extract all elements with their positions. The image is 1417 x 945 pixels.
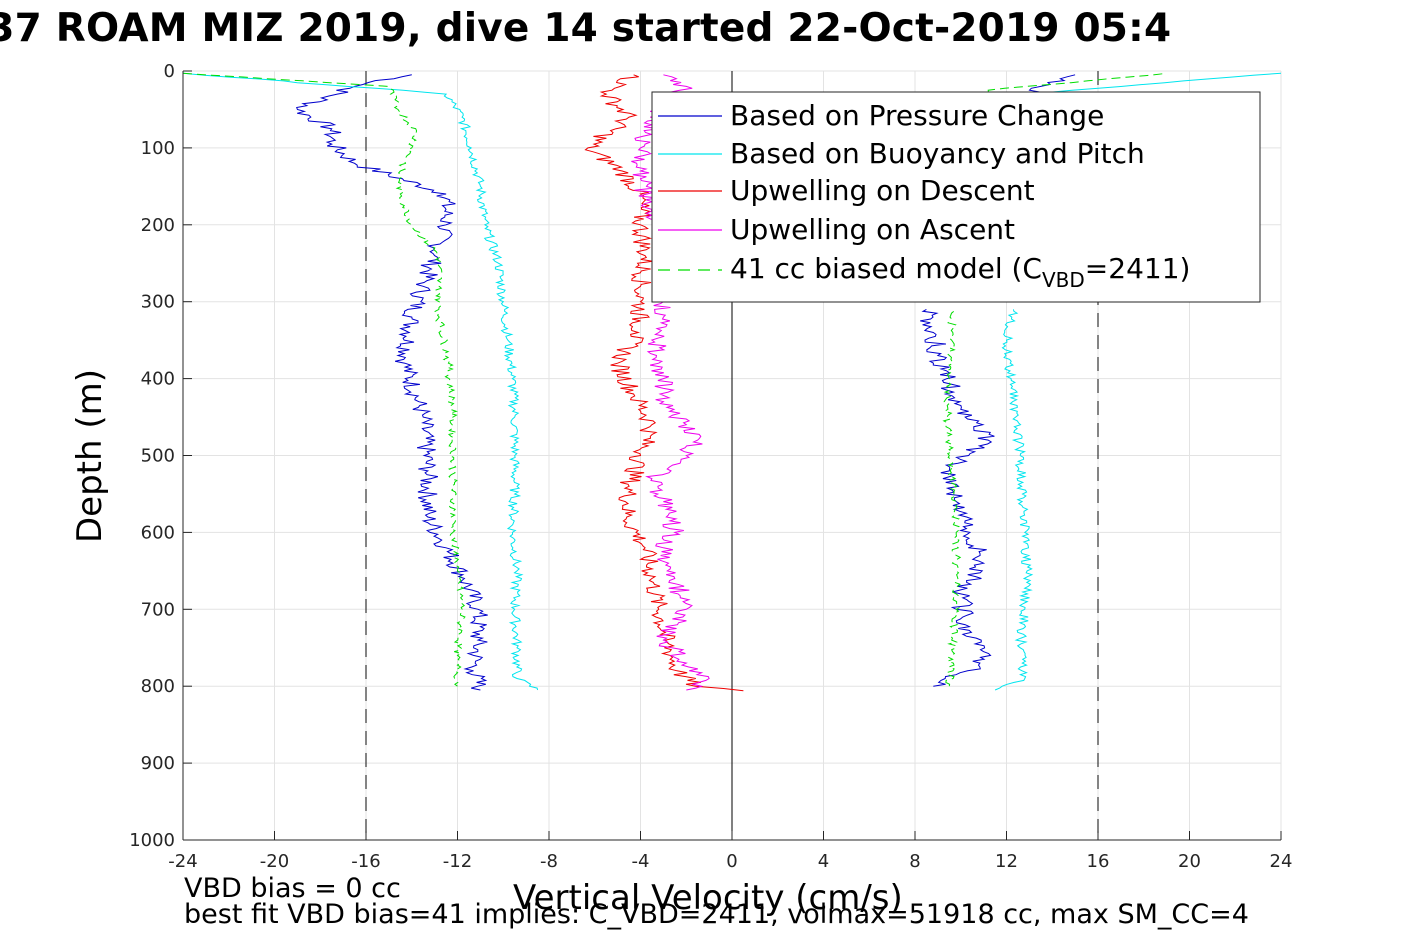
x-tick-label: 0 xyxy=(726,851,737,872)
y-tick-label: 500 xyxy=(141,446,175,467)
x-tick-label: 12 xyxy=(995,851,1018,872)
legend-label-descent: Upwelling on Descent xyxy=(730,174,1035,207)
y-tick-label: 0 xyxy=(164,61,175,82)
legend-box xyxy=(651,91,1261,303)
y-tick-label: 400 xyxy=(141,369,175,390)
x-tick-label: -12 xyxy=(443,851,472,872)
x-tick-label: -24 xyxy=(168,851,197,872)
y-tick-label: 100 xyxy=(141,138,175,159)
series-line-upwelling_descent xyxy=(584,74,744,692)
series-line-pressure xyxy=(920,308,995,687)
y-tick-label: 1000 xyxy=(129,830,175,851)
y-tick-label: 300 xyxy=(141,292,175,313)
series-layer xyxy=(182,72,1282,692)
axes-layer: -24 -20 -16 -12 -8 -4 0 4 8 12 16 20 24 0 100 200 300 400… xyxy=(129,61,1292,872)
x-tick-label: -16 xyxy=(351,851,380,872)
series-line-buoyancy xyxy=(994,309,1034,691)
legend: Based on Pressure Change Based on Buoyan… xyxy=(651,91,1261,303)
y-axis-label: Depth (m) xyxy=(70,368,110,544)
legend-label-ascent: Upwelling on Ascent xyxy=(730,213,1015,246)
series-line-buoyancy xyxy=(182,72,539,691)
x-tick-label: -4 xyxy=(632,851,650,872)
x-tick-label: -20 xyxy=(260,851,289,872)
y-tick-label: 600 xyxy=(141,522,175,543)
x-tick-label: 24 xyxy=(1270,851,1293,872)
legend-label-model: 41 cc biased model (CVBD=2411) xyxy=(730,252,1190,292)
x-tick-label: -8 xyxy=(540,851,558,872)
x-tick-label: 8 xyxy=(909,851,920,872)
series-line-model xyxy=(942,309,962,687)
series-line-model xyxy=(182,72,466,687)
x-axis-label: Vertical Velocity (cm/s) xyxy=(513,878,903,918)
series-line-upwelling_ascent xyxy=(631,74,710,691)
y-tick-label: 800 xyxy=(141,676,175,697)
y-tick-label: 700 xyxy=(141,599,175,620)
x-tick-label: 4 xyxy=(818,851,829,872)
y-tick-label: 200 xyxy=(141,215,175,236)
dive-notes: VBD bias = 0 cc best fit VBD bias=41 imp… xyxy=(184,873,1249,930)
x-tick-label: 20 xyxy=(1178,851,1201,872)
best-fit-note: best fit VBD bias=41 implies: C_VBD=2411… xyxy=(184,899,1249,930)
chart-title: 537 ROAM MIZ 2019, dive 14 started 22-Oc… xyxy=(0,6,1172,51)
series-line-pressure xyxy=(296,74,488,691)
x-tick-label: 16 xyxy=(1087,851,1110,872)
legend-label-pressure: Based on Pressure Change xyxy=(730,99,1104,132)
legend-label-buoyancy: Based on Buoyancy and Pitch xyxy=(730,137,1145,170)
y-tick-label: 900 xyxy=(141,753,175,774)
vbd-bias-note: VBD bias = 0 cc xyxy=(184,873,401,904)
